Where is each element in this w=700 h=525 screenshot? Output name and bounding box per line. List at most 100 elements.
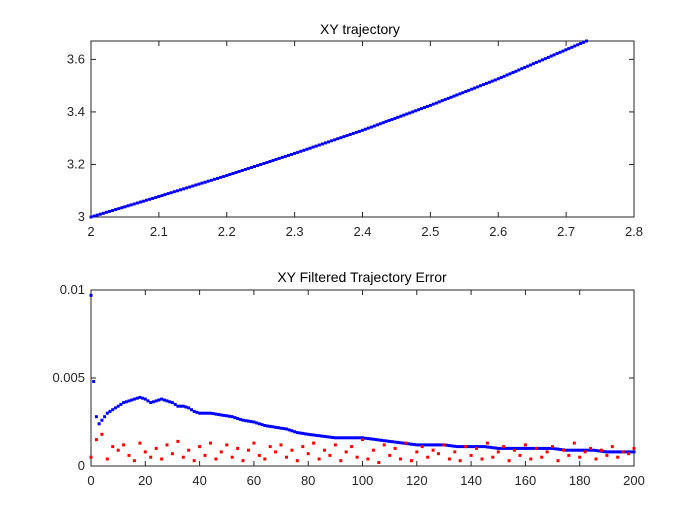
error-point [453,450,457,454]
trajectory-point [546,55,550,59]
error-point [377,438,381,442]
error-point [149,455,153,459]
error-point [504,446,508,450]
error-point [350,436,354,440]
trajectory-point [584,39,588,43]
trajectory-point [265,161,269,164]
error-point [393,446,397,450]
error-point [252,420,256,424]
error-point [586,448,590,452]
error-point [304,432,307,436]
trajectory-point [437,100,441,104]
trajectory-point [411,110,415,114]
trajectory-point [372,124,376,128]
error-point [594,457,598,461]
error-point [491,455,495,459]
trajectory-point [160,194,164,198]
error-point [355,455,359,459]
error-point [111,408,115,412]
error-point [309,433,313,437]
trajectory-point [225,174,229,177]
error-point [491,446,495,450]
error-point [271,425,275,429]
trajectory-point [327,140,331,144]
trajectory-point [277,156,281,160]
trajectory-point [175,189,179,193]
error-point [154,399,158,403]
error-point [301,431,305,435]
trajectory-point [570,45,574,49]
error-point [127,399,131,403]
error-point [480,457,484,461]
error-point [377,461,381,464]
error-point [184,405,188,409]
trajectory-point [141,199,145,203]
error-point [333,443,337,447]
trajectory-point [280,155,284,159]
trajectory-point [502,74,506,78]
error-point [412,443,416,446]
trajectory-point [446,96,450,100]
error-point [572,448,576,452]
trajectory-point [169,191,173,195]
trajectory-point [108,209,111,213]
error-point [472,445,476,449]
trajectory-point [163,193,167,197]
error-point [366,457,370,461]
trajectory-point [479,84,482,88]
trajectory-point [194,183,198,187]
trajectory-point [268,160,272,163]
error-point [382,443,386,447]
trajectory-point [200,181,204,185]
error-point [599,448,603,452]
error-xtick-label: 80 [301,473,315,488]
error-point [496,450,500,454]
trajectory-point [361,128,364,132]
error-point [532,446,535,450]
error-point [89,293,93,297]
trajectory-point [243,168,247,171]
trajectory-point [405,112,409,116]
trajectory-point [296,150,300,154]
trajectory-point [212,177,216,181]
error-point [610,445,614,449]
error-point [371,437,375,441]
error-point [453,444,457,448]
trajectory-point [529,63,533,67]
trajectory-point [188,185,192,189]
error-point [195,410,199,414]
error-point [513,446,516,450]
error-point [521,446,525,450]
error-point [374,438,378,442]
error-point [149,401,153,405]
error-point [168,400,172,404]
error-point [198,445,202,449]
error-point [618,450,622,454]
trajectory-xtick-label: 2.6 [489,224,507,239]
error-point [176,439,180,443]
trajectory-point [336,137,340,141]
trajectory-point [461,91,465,95]
error-point [605,453,609,457]
error-point [301,445,305,449]
error-point [567,448,571,452]
error-xtick-label: 60 [247,473,261,488]
error-point [355,436,359,440]
error-point [339,459,343,463]
trajectory-point [120,206,124,210]
error-point [100,418,104,422]
error-point [407,442,411,446]
error-point [399,441,402,445]
error-point [190,408,193,412]
error-point [331,436,335,439]
error-point [602,450,606,454]
trajectory-point [543,57,547,61]
error-point [627,450,631,454]
trajectory-point [342,135,346,139]
error-point [575,448,579,452]
error-point [578,455,582,459]
trajectory-xtick-label: 2.5 [421,224,439,239]
error-point [211,412,215,416]
error-point [502,446,506,450]
error-point [192,459,196,463]
